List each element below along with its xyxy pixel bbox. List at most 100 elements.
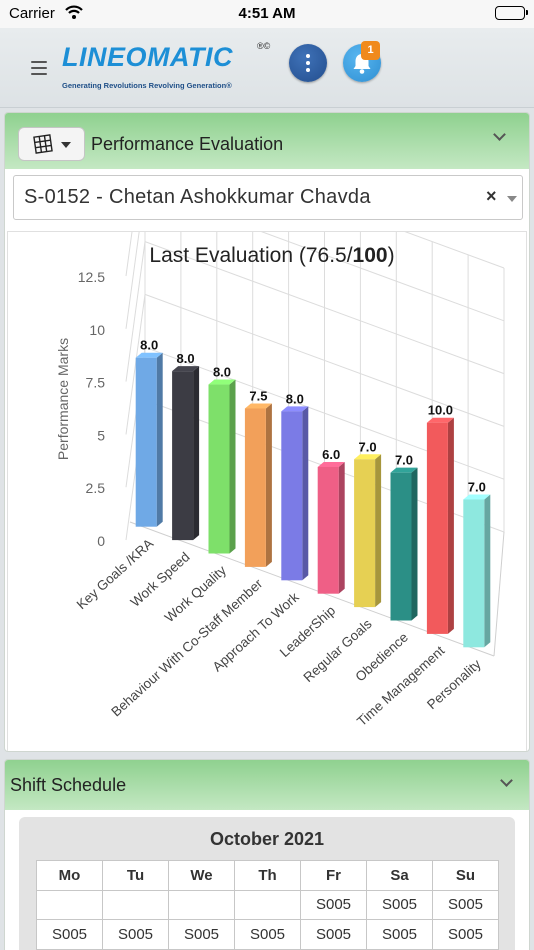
bar [244,408,266,567]
bar-side [156,352,163,527]
calendar-day-cell[interactable]: S005 [432,919,499,950]
bar [281,411,303,581]
view-options-button[interactable] [18,127,85,161]
bar-value-label: 7.0 [395,453,413,468]
bar [172,371,194,541]
floor-edge [493,531,505,657]
performance-panel-header[interactable] [5,113,529,169]
calendar-day-cell[interactable] [168,889,235,920]
bar [390,472,412,621]
calendar-month: October 2021 [209,829,325,849]
y-tick-label: 2.5 [86,480,106,496]
calendar-day-cell[interactable]: S005 [366,919,433,950]
calendar-day-cell[interactable]: S005 [36,919,103,950]
clear-icon[interactable]: × [486,186,497,206]
y-tick-label: 0 [97,533,105,549]
y-tick-label: 7.5 [86,375,106,391]
logo-text: LINEOMATIC [62,42,233,72]
calendar-day-cell[interactable] [36,889,103,920]
shift-panel-header[interactable] [5,760,529,810]
shift-title: Shift Schedule [10,775,127,795]
bar-value-label: 8.0 [177,351,195,366]
bar [135,357,157,527]
bar [463,499,485,648]
evaluation-chart: 0 2.5 5 7.5 10 12.5 Last Evaluation (76.5/100)… [7,231,527,751]
bar-side [484,494,491,648]
bar-value-label: 7.0 [359,439,377,454]
bar-top [172,366,200,372]
gridline [404,232,505,269]
weekday-header: Su [432,860,499,891]
calendar-day-cell[interactable]: S005 [168,919,235,950]
more-options-button[interactable] [289,44,327,82]
bar-side [338,461,345,594]
calendar-day-cell[interactable]: S005 [234,919,301,950]
grid-icon [33,134,53,154]
bar-value-label: 8.0 [286,391,304,406]
gridline [125,232,140,329]
bar-side [302,406,309,581]
calendar-day-cell[interactable] [102,889,169,920]
notification-badge: 1 [361,41,380,60]
bar-value-label: 8.0 [140,338,158,353]
weekday-header: We [168,860,235,891]
clock: 4:51 AM [238,5,296,22]
bar-side [265,403,272,567]
bar-top [244,403,272,409]
calendar-day-cell[interactable]: S005 [102,919,169,950]
app-header: LINEOMATIC ®© Generating Revolutions Rev… [0,28,534,108]
bar-top [426,417,454,423]
calendar-day-cell[interactable]: S005 [300,919,367,950]
weekday-header: Fr [300,860,367,891]
performance-panel: Performance Evaluation S-0152 - Chetan A… [4,112,530,752]
bar [426,422,448,634]
bar-top [317,461,345,467]
calendar-table: Mo Tu We Th Fr Sa Su S005 S005 S005 S005 S005 S005 S… [36,860,499,950]
bar-side [375,454,382,608]
chart-title: Last Evaluation (76.5/100) [149,244,394,267]
bar-value-label: 6.0 [322,447,340,462]
bar-value-label: 8.0 [213,365,231,380]
calendar-day-cell[interactable] [234,889,301,920]
wifi-icon [65,5,83,24]
bar-top [463,494,491,500]
bar [354,459,376,608]
bar-value-label: 7.0 [468,479,486,494]
calendar-day-cell[interactable]: S005 [300,889,367,920]
status-bar: Carrier 4:51 AM [0,0,534,28]
gridline [125,232,133,277]
employee-select-value: S-0152 - Chetan Ashokkumar Chavda [24,186,371,208]
employee-select[interactable]: S-0152 - Chetan Ashokkumar Chavda × [13,175,523,220]
weekday-header: Th [234,860,301,891]
chevron-down-icon [61,142,71,148]
y-tick-label: 5 [97,427,105,443]
bar-side [447,417,454,634]
x-category-label: Time Management [354,643,447,729]
calendar-day-cell[interactable]: S005 [432,889,499,920]
y-axis-label: Performance Marks [55,338,71,460]
bar-value-label: 7.5 [249,389,267,404]
bar-side [229,379,236,554]
bar-side [193,366,200,541]
x-category-label: Approach To Work [210,589,302,674]
bar [208,384,230,554]
battery-icon [495,6,528,20]
weekday-header: Tu [102,860,169,891]
y-tick-label: 10 [89,322,105,338]
menu-icon[interactable] [31,61,47,75]
bar [317,466,339,594]
bar-top [354,454,382,460]
shift-panel: Shift Schedule October 2021 Mo Tu We Th Fr Sa… [4,759,530,950]
chevron-down-icon[interactable] [507,196,517,202]
bar-side [411,467,418,621]
calendar-week-row: S005 S005 S005 [36,889,499,920]
chart-svg: 0 2.5 5 7.5 10 12.5 Last Evaluation (76.5/100)… [55,232,505,729]
performance-title: Performance Evaluation [91,134,284,154]
calendar: October 2021 Mo Tu We Th Fr Sa Su S005 S005 S005… [19,817,515,950]
calendar-week-row: S005 S005 S005 S005 S005 S005 S005 [36,919,499,950]
bar-top [390,467,418,473]
calendar-day-cell[interactable]: S005 [366,889,433,920]
carrier-label: Carrier [9,5,55,22]
logo-registered-mark: ®© [257,41,271,51]
gridline [125,294,146,435]
